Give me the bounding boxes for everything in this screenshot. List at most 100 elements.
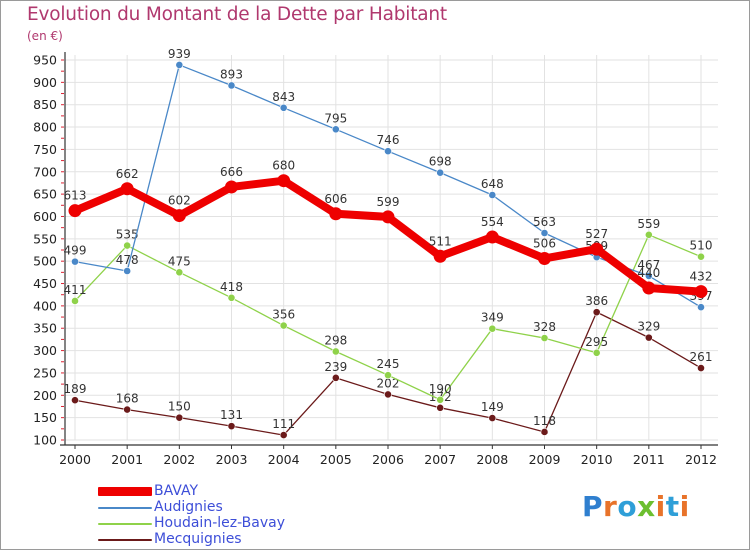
x-tick-label: 2006	[372, 452, 404, 467]
data-point	[175, 413, 184, 422]
data-point	[227, 422, 236, 431]
logo-letter: o	[617, 490, 638, 523]
x-tick-label: 2007	[424, 452, 456, 467]
unit-label: (en €)	[27, 29, 63, 43]
data-point	[590, 242, 604, 256]
data-point	[225, 180, 238, 194]
data-label: 506	[533, 236, 556, 250]
data-label: 511	[429, 234, 452, 248]
series-mecquignies: 189168150131111239202172149118386329261	[64, 294, 712, 439]
data-point	[436, 403, 445, 412]
data-point	[433, 249, 447, 263]
data-point	[329, 207, 343, 221]
legend-label-mecquignies: Mecquignies	[154, 531, 242, 547]
data-point	[68, 204, 82, 218]
data-label: 939	[168, 47, 191, 61]
data-point	[279, 431, 288, 439]
data-point	[279, 321, 288, 330]
logo-letter: i	[679, 490, 690, 523]
data-label: 131	[220, 408, 243, 422]
x-tick-label: 2002	[163, 452, 195, 467]
grid	[65, 55, 718, 441]
data-point	[381, 210, 395, 224]
series-bavay: 613 662 602 666 680 606 599 511 554 506 527 440 432	[64, 159, 713, 299]
x-tick-label: 2005	[320, 452, 352, 467]
data-label: 349	[481, 311, 504, 325]
y-tick-label: 800	[33, 120, 57, 135]
logo-letter: r	[603, 490, 618, 523]
x-tick-label: 2001	[111, 452, 143, 467]
y-tick-label: 350	[33, 321, 57, 336]
data-point	[175, 61, 184, 69]
data-point	[540, 334, 549, 342]
data-label: 795	[324, 111, 347, 125]
y-tick-label: 250	[33, 365, 57, 380]
data-label: 893	[220, 67, 243, 81]
data-point	[488, 191, 497, 199]
data-point	[697, 252, 705, 261]
data-label: 535	[116, 228, 139, 242]
data-point	[120, 182, 134, 196]
y-tick-label: 700	[33, 164, 57, 179]
data-point	[384, 147, 392, 156]
y-tick-label: 300	[33, 343, 57, 358]
data-label: 168	[116, 392, 139, 406]
data-point	[697, 303, 705, 312]
data-label: 432	[690, 270, 713, 284]
y-tick-label: 450	[33, 276, 57, 291]
y-tick-label: 500	[33, 254, 57, 269]
x-tick-label: 2009	[529, 452, 561, 467]
series-houdain-lez-bavay: 411 535 475 418 356 298 245 190 349 328 295 559 510	[64, 217, 712, 404]
legend-swatch-audignies	[98, 507, 152, 509]
data-point	[279, 103, 288, 112]
data-point	[172, 209, 186, 223]
data-label: 329	[637, 320, 660, 334]
data-point	[384, 390, 392, 399]
data-label: 666	[220, 165, 243, 179]
data-label: 245	[377, 357, 400, 371]
data-point	[644, 272, 653, 280]
data-point	[227, 81, 236, 90]
data-point	[540, 229, 549, 237]
logo-letter: i	[655, 490, 666, 523]
x-tick-label: 2008	[476, 452, 508, 467]
data-point	[331, 125, 340, 134]
data-label: 843	[272, 90, 295, 104]
data-point	[488, 414, 497, 422]
chart-title: Evolution du Montant de la Dette par Hab…	[27, 4, 447, 25]
data-label: 118	[533, 414, 556, 428]
series-audignies: 499478939893843795746698648563509467397	[64, 47, 712, 312]
data-point	[697, 364, 705, 372]
legend-label-audignies: Audignies	[154, 499, 223, 515]
legend-swatch-bavay	[98, 487, 152, 496]
data-label: 440	[637, 266, 660, 280]
data-label: 602	[168, 194, 191, 208]
data-label: 478	[116, 253, 139, 267]
y-tick-label: 200	[33, 388, 57, 403]
proxiti-logo: Proxiti	[582, 490, 690, 523]
x-tick-label: 2010	[581, 452, 613, 467]
data-point	[485, 230, 499, 244]
data-point	[436, 395, 445, 404]
data-point	[277, 174, 291, 188]
data-label: 599	[377, 195, 400, 209]
data-point	[71, 396, 79, 405]
y-tick-label: 850	[33, 97, 57, 112]
data-label: 202	[377, 376, 400, 390]
y-tick-label: 650	[33, 187, 57, 202]
y-tick-label: 550	[33, 231, 57, 246]
data-point	[331, 373, 340, 382]
x-tick-label: 2003	[216, 452, 248, 467]
data-point	[642, 281, 656, 295]
data-point	[227, 293, 236, 302]
data-label: 527	[585, 227, 608, 241]
y-tick-label: 150	[33, 410, 57, 425]
data-label: 680	[272, 159, 295, 173]
data-label: 418	[220, 280, 243, 294]
data-label: 190	[429, 382, 452, 396]
legend-swatch-houdain-lez-bavay	[98, 523, 152, 525]
data-label: 411	[64, 283, 87, 297]
legend-swatch-mecquignies	[98, 539, 152, 541]
data-label: 554	[481, 215, 504, 229]
